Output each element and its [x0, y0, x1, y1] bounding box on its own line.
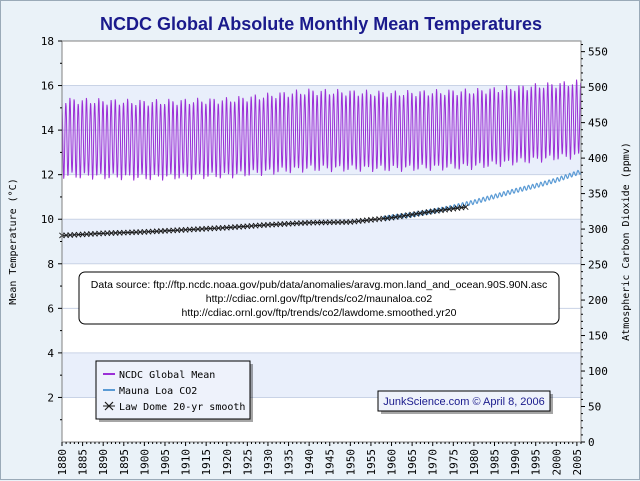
source-line-1: Data source: ftp://ftp.ncdc.noaa.gov/pub… — [91, 279, 547, 291]
legend: NCDC Global Mean Mauna Loa CO2 Law Dome … — [95, 360, 253, 422]
x-tick-label: 1990 — [509, 449, 522, 476]
x-tick-label: 1885 — [77, 449, 90, 476]
y-tick-label-left: 18 — [41, 35, 54, 48]
background-band-1 — [62, 219, 581, 264]
source-box: Data source: ftp://ftp.ncdc.noaa.gov/pub… — [78, 271, 560, 325]
y-tick-label-left: 8 — [47, 258, 54, 271]
y-tick-label-right: 200 — [588, 294, 608, 307]
x-tick-label: 1985 — [489, 449, 502, 476]
x-tick-label: 1975 — [447, 449, 460, 476]
x-tick-label: 1880 — [56, 449, 69, 476]
source-line-3: http://cdiac.ornl.gov/ftp/trends/co2/law… — [182, 307, 457, 319]
y-tick-label-left: 12 — [41, 169, 54, 182]
y-tick-label-right: 400 — [588, 152, 608, 165]
y-tick-label-right: 450 — [588, 117, 608, 130]
legend-swatch-law-dome — [103, 401, 115, 411]
legend-label-law-dome: Law Dome 20-yr smooth — [119, 402, 245, 413]
legend-label-mauna-loa: Mauna Loa CO2 — [119, 386, 197, 397]
y-tick-label-left: 16 — [41, 80, 54, 93]
y-tick-label-right: 250 — [588, 259, 608, 272]
x-tick-label: 1905 — [159, 449, 172, 476]
y-axis-label-right: Atmospheric Carbon Dioxide (ppmv) — [621, 142, 632, 341]
x-tick-label: 1980 — [468, 449, 481, 476]
x-tick-label: 1960 — [386, 449, 399, 476]
x-tick-label: 1955 — [365, 449, 378, 476]
x-tick-label: 2005 — [571, 449, 584, 476]
y-tick-label-left: 4 — [47, 347, 54, 360]
x-tick-label: 1925 — [241, 449, 254, 476]
x-tick-label: 1910 — [180, 449, 193, 476]
x-tick-label: 1895 — [118, 449, 131, 476]
y-tick-label-right: 550 — [588, 46, 608, 59]
y-tick-label-right: 150 — [588, 330, 608, 343]
y-tick-label-left: 14 — [41, 124, 55, 137]
x-tick-label: 1915 — [200, 449, 213, 476]
x-tick-label: 1920 — [221, 449, 234, 476]
legend-label-ncdc: NCDC Global Mean — [119, 370, 215, 381]
law-dome-marker — [462, 204, 469, 210]
x-tick-label: 1995 — [530, 449, 543, 476]
y-tick-label-right: 100 — [588, 365, 608, 378]
x-tick-label: 1900 — [138, 449, 151, 476]
x-tick-label: 1950 — [344, 449, 357, 476]
x-tick-label: 2000 — [550, 449, 563, 476]
y-tick-label-left: 2 — [47, 391, 54, 404]
x-tick-label: 1945 — [324, 449, 337, 476]
credit-box: JunkScience.com © April 8, 2006 — [377, 390, 553, 414]
chart-title: NCDC Global Absolute Monthly Mean Temper… — [100, 14, 542, 34]
y-tick-label-left: 10 — [41, 213, 54, 226]
x-tick-label: 1890 — [97, 449, 110, 476]
y-tick-label-right: 50 — [588, 401, 601, 414]
x-tick-label: 1970 — [427, 449, 440, 476]
x-tick-label: 1935 — [283, 449, 296, 476]
source-line-2: http://cdiac.ornl.gov/ftp/trends/co2/mau… — [206, 293, 433, 305]
credit-label: JunkScience.com © April 8, 2006 — [383, 396, 545, 408]
y-tick-label-right: 300 — [588, 223, 608, 236]
y-tick-label-right: 0 — [588, 436, 595, 449]
series-ncdc-global-mean — [61, 79, 582, 181]
x-tick-label: 1930 — [262, 449, 275, 476]
y-tick-label-right: 500 — [588, 81, 608, 94]
y-tick-label-left: 6 — [47, 302, 54, 315]
y-axis-label-left: Mean Temperature (°C) — [8, 178, 19, 304]
x-tick-label: 1965 — [406, 449, 419, 476]
y-tick-label-right: 350 — [588, 188, 608, 201]
x-tick-label: 1940 — [303, 449, 316, 476]
